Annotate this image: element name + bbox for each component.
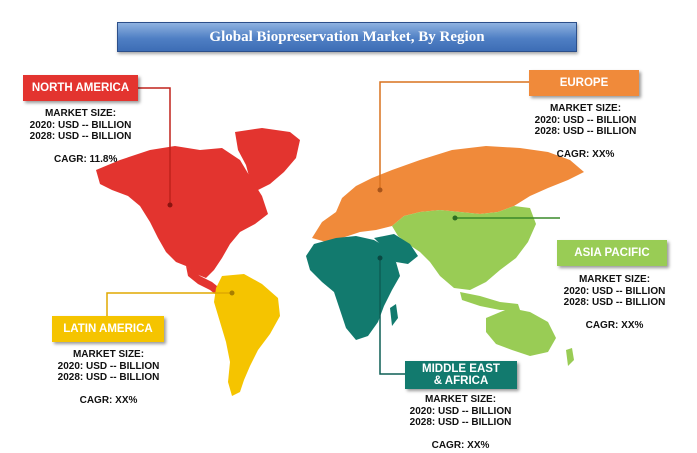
north-america-2028: 2028: USD -- BILLION bbox=[29, 131, 132, 142]
title-text: Global Biopreservation Market, By Region bbox=[209, 28, 485, 45]
asia-pacific-name: ASIA PACIFIC bbox=[574, 247, 650, 259]
map-europe bbox=[312, 146, 584, 242]
north-america-info: MARKET SIZE: 2020: USD -- BILLION 2028: … bbox=[18, 108, 143, 165]
latin-america-name: LATIN AMERICA bbox=[63, 323, 153, 335]
page-title: Global Biopreservation Market, By Region bbox=[117, 22, 577, 52]
asia-pacific-2028: 2028: USD -- BILLION bbox=[563, 297, 666, 308]
latin-america-market-size-label: MARKET SIZE: bbox=[72, 349, 145, 360]
map-middle-east bbox=[374, 234, 418, 264]
connector-north-america bbox=[138, 87, 171, 205]
latin-america-2020: 2020: USD -- BILLION bbox=[57, 360, 160, 372]
connector-latin-america bbox=[106, 292, 232, 316]
mea-name-line2: & AFRICA bbox=[433, 375, 489, 387]
north-america-cagr: CAGR: 11.8% bbox=[54, 153, 118, 165]
europe-name: EUROPE bbox=[559, 77, 609, 89]
map-southeast-asia bbox=[460, 292, 520, 310]
map-madagascar bbox=[390, 304, 398, 326]
asia-pacific-cagr: CAGR: XX% bbox=[585, 319, 644, 331]
north-america-name: NORTH AMERICA bbox=[31, 82, 130, 94]
mea-2020: 2020: USD -- BILLION bbox=[409, 405, 512, 417]
asia-pacific-label: ASIA PACIFIC bbox=[557, 240, 667, 266]
mea-market-size-label: MARKET SIZE: bbox=[424, 394, 497, 405]
marker-mea bbox=[377, 255, 383, 261]
connector-mea bbox=[379, 258, 405, 375]
asia-pacific-market-size-label: MARKET SIZE: bbox=[578, 274, 651, 285]
mea-info: MARKET SIZE: 2020: USD -- BILLION 2028: … bbox=[398, 394, 523, 451]
europe-market-size-label: MARKET SIZE: bbox=[549, 103, 622, 114]
latin-america-cagr: CAGR: XX% bbox=[79, 394, 138, 406]
map-greenland bbox=[235, 128, 300, 190]
map-north-america bbox=[96, 146, 268, 278]
europe-label: EUROPE bbox=[529, 70, 639, 96]
latin-america-label: LATIN AMERICA bbox=[52, 316, 164, 342]
europe-2020: 2020: USD -- BILLION bbox=[534, 114, 637, 126]
map-africa bbox=[306, 236, 400, 340]
europe-info: MARKET SIZE: 2020: USD -- BILLION 2028: … bbox=[523, 103, 648, 160]
latin-america-info: MARKET SIZE: 2020: USD -- BILLION 2028: … bbox=[46, 349, 171, 406]
north-america-market-size-label: MARKET SIZE: bbox=[44, 108, 117, 119]
europe-2028: 2028: USD -- BILLION bbox=[534, 126, 637, 137]
mea-cagr: CAGR: XX% bbox=[431, 439, 490, 451]
mea-2028: 2028: USD -- BILLION bbox=[409, 417, 512, 428]
marker-north-america bbox=[167, 202, 173, 208]
connector-europe bbox=[379, 81, 529, 190]
north-america-2020: 2020: USD -- BILLION bbox=[29, 119, 132, 131]
marker-latin-america bbox=[229, 290, 235, 296]
asia-pacific-2020: 2020: USD -- BILLION bbox=[563, 285, 666, 297]
north-america-label: NORTH AMERICA bbox=[23, 75, 138, 101]
map-australia bbox=[486, 308, 556, 356]
map-new-zealand bbox=[566, 348, 574, 366]
latin-america-2028: 2028: USD -- BILLION bbox=[57, 372, 160, 383]
mea-label: MIDDLE EAST & AFRICA bbox=[405, 361, 517, 389]
marker-europe bbox=[377, 187, 383, 193]
asia-pacific-info: MARKET SIZE: 2020: USD -- BILLION 2028: … bbox=[552, 274, 677, 331]
europe-cagr: CAGR: XX% bbox=[556, 148, 615, 160]
mea-name-line1: MIDDLE EAST bbox=[422, 363, 500, 375]
map-asia bbox=[392, 206, 536, 290]
map-latin-america bbox=[214, 274, 280, 396]
marker-asia-pacific bbox=[452, 215, 458, 221]
